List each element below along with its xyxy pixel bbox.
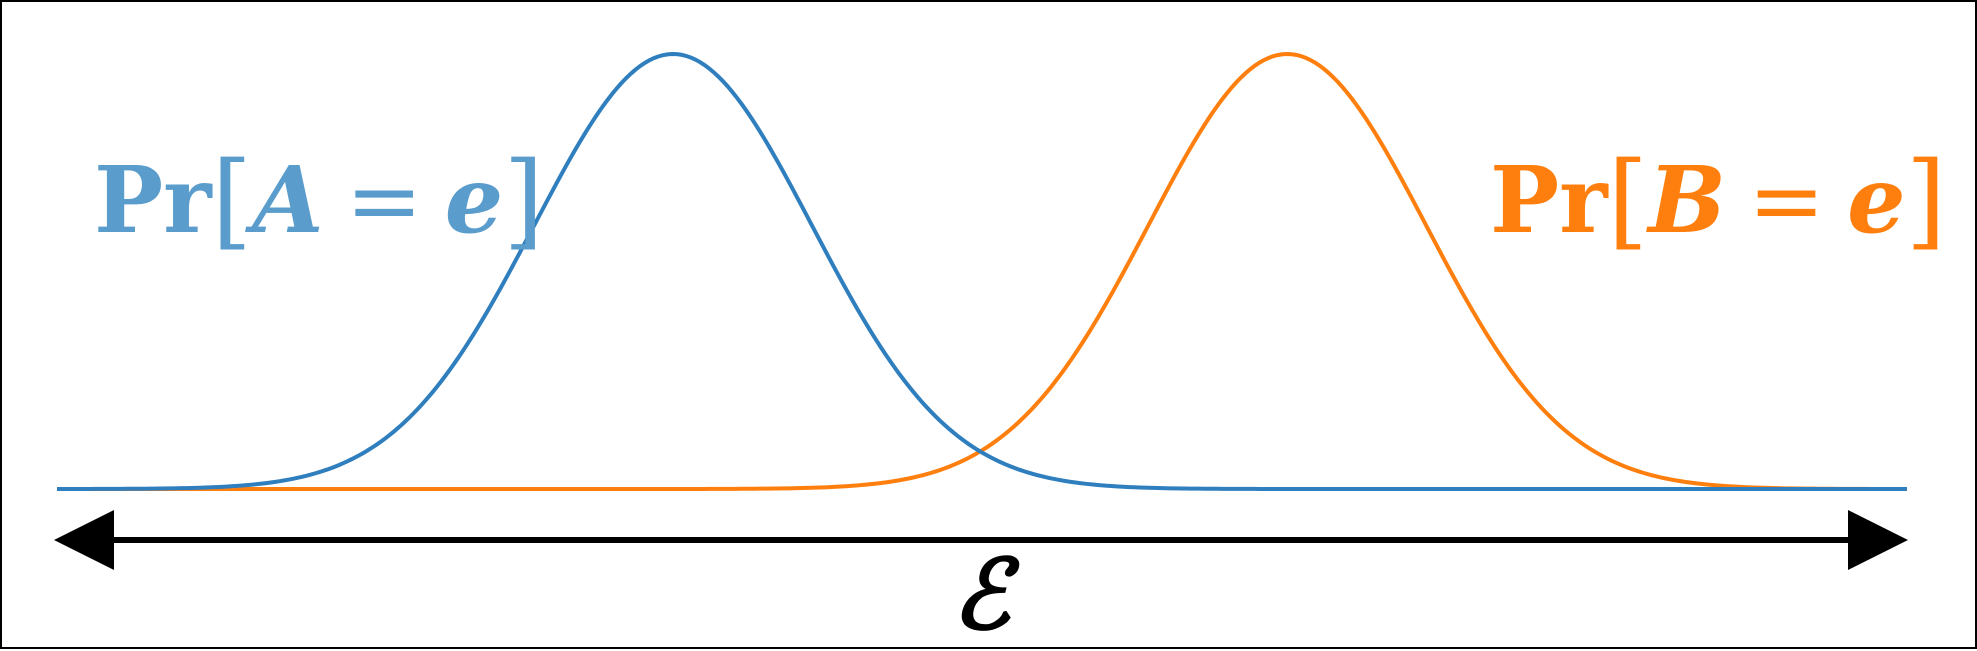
probability-operator: Pr [1490,146,1608,254]
domain-symbol: ℰ [952,538,1011,651]
close-bracket: ] [1905,139,1947,261]
open-bracket: [ [1607,139,1649,261]
distribution-a-label: Pr[A = e] [94,144,544,252]
probability-operator: Pr [94,146,212,254]
close-bracket: ] [503,139,544,261]
random-variable-b: B [1648,146,1726,254]
event-variable: e [444,146,504,254]
equals-sign: = [1748,147,1826,254]
random-variable-a: A [252,146,324,254]
open-bracket: [ [211,139,253,261]
event-variable: e [1847,146,1906,254]
distribution-a-curve [56,52,1907,491]
distribution-b-curve [57,51,1907,491]
distribution-b-label: Pr[B = e] [1490,144,1946,252]
equals-sign: = [345,147,423,254]
